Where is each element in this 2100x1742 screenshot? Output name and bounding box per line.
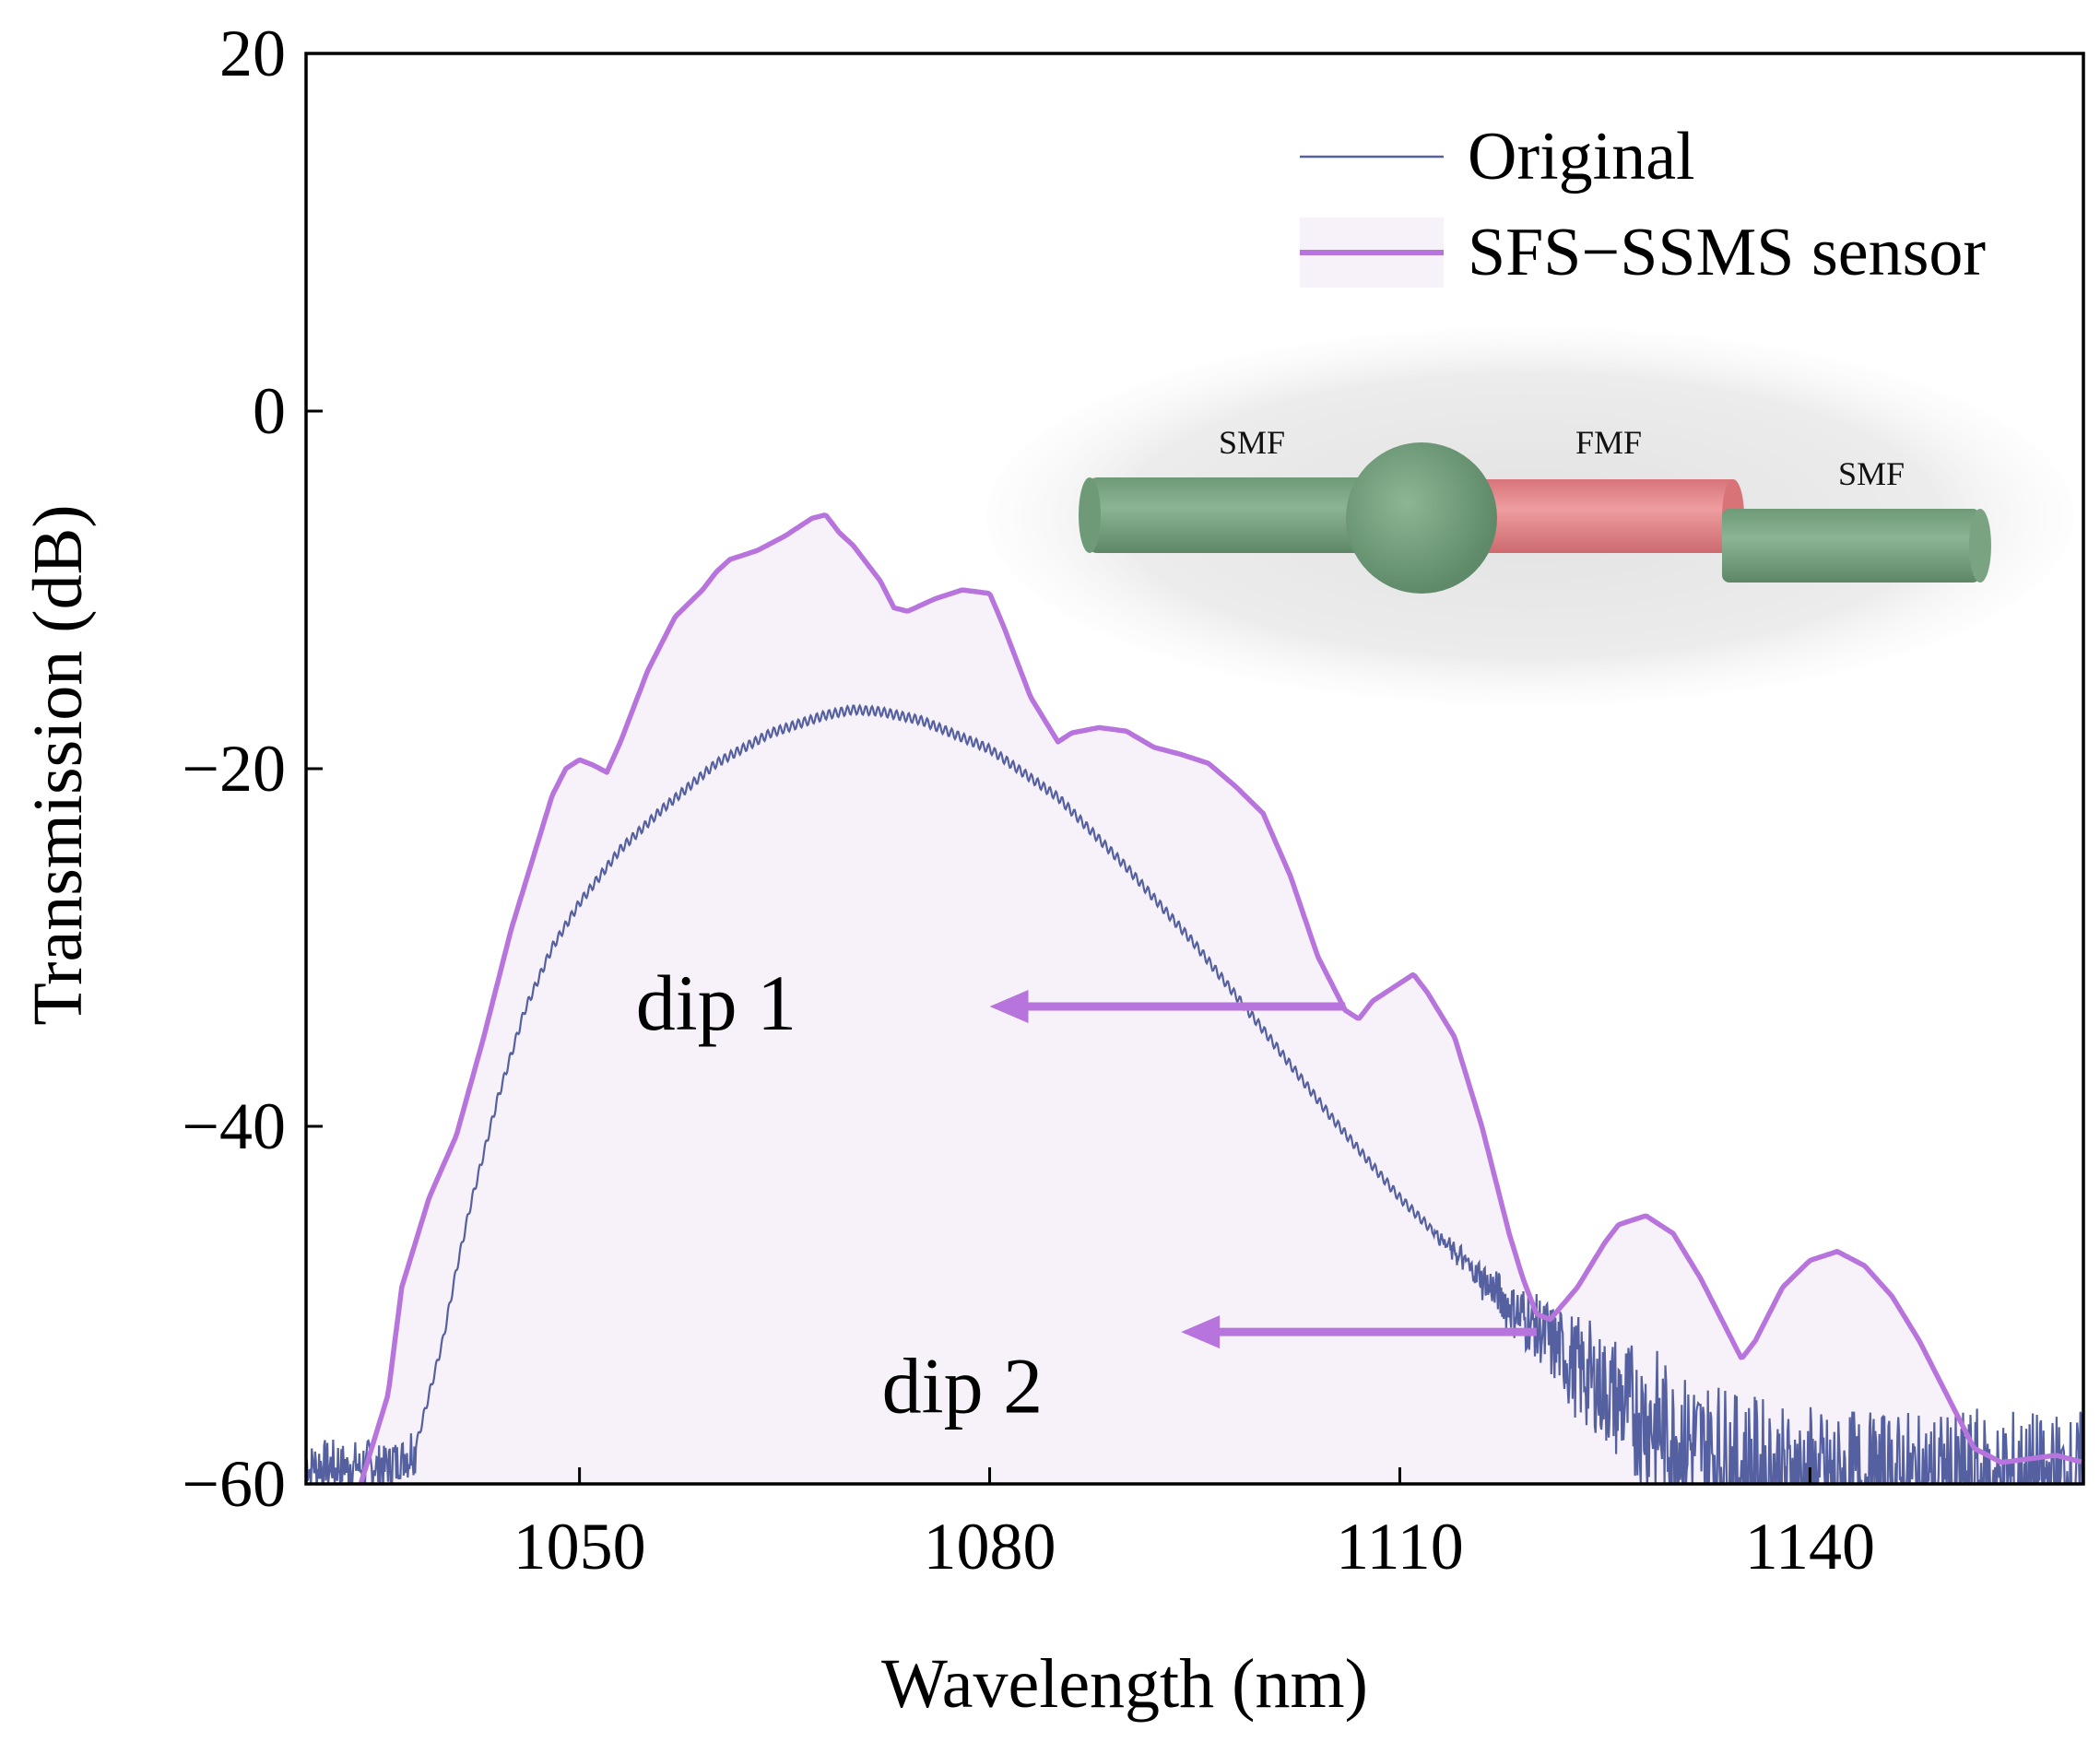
- sfs-ssms-sensor-series-line: [358, 512, 2082, 1484]
- original-series-line: [306, 703, 2083, 1484]
- smf-left-fiber: [1088, 477, 1392, 553]
- dip-2-arrowhead: [1181, 1315, 1221, 1349]
- smf-left-fiber-end: [1079, 477, 1101, 553]
- y-tick-label: −40: [182, 1089, 286, 1163]
- fiber-structure-inset: SMF FMF SMF: [986, 327, 2074, 705]
- smf-right-fiber: [1722, 509, 1980, 583]
- inset-label-smf-left: SMF: [1219, 424, 1285, 461]
- x-tick-label: 1050: [513, 1510, 646, 1583]
- plot-area: [306, 512, 2083, 1484]
- inset-label-fmf: FMF: [1575, 424, 1642, 461]
- dip-1-arrowhead: [989, 990, 1029, 1024]
- x-tick-label: 1140: [1745, 1510, 1875, 1583]
- y-tick-label: 0: [253, 374, 286, 448]
- legend-original-label: Original: [1468, 119, 1695, 194]
- y-tick-label: −60: [182, 1447, 286, 1521]
- inset-label-smf-right: SMF: [1838, 455, 1905, 492]
- y-tick-label: −20: [182, 732, 286, 806]
- y-axis-title: Transmission (dB): [19, 504, 97, 1025]
- y-axis: −60 −40 −20 0 20: [182, 17, 323, 1521]
- legend: Original SFS−SSMS sensor: [1300, 119, 1986, 290]
- y-tick-label: 20: [219, 17, 286, 90]
- x-tick-label: 1110: [1336, 1510, 1464, 1583]
- x-tick-label: 1080: [924, 1510, 1056, 1583]
- dip-2-label: dip 2: [882, 1341, 1043, 1430]
- fused-ball: [1346, 442, 1497, 594]
- sfs-ssms-sensor-fill: [360, 514, 2083, 1484]
- legend-sensor-label: SFS−SSMS sensor: [1468, 215, 1986, 290]
- x-axis: 1050 1080 1110 1140: [513, 1467, 1875, 1583]
- smf-right-fiber-end: [1969, 509, 1991, 583]
- annotations: dip 1 dip 2: [636, 959, 1537, 1430]
- x-axis-title: Wavelength (nm): [881, 1645, 1368, 1723]
- fmf-fiber: [1473, 479, 1733, 553]
- dip-1-label: dip 1: [636, 959, 796, 1047]
